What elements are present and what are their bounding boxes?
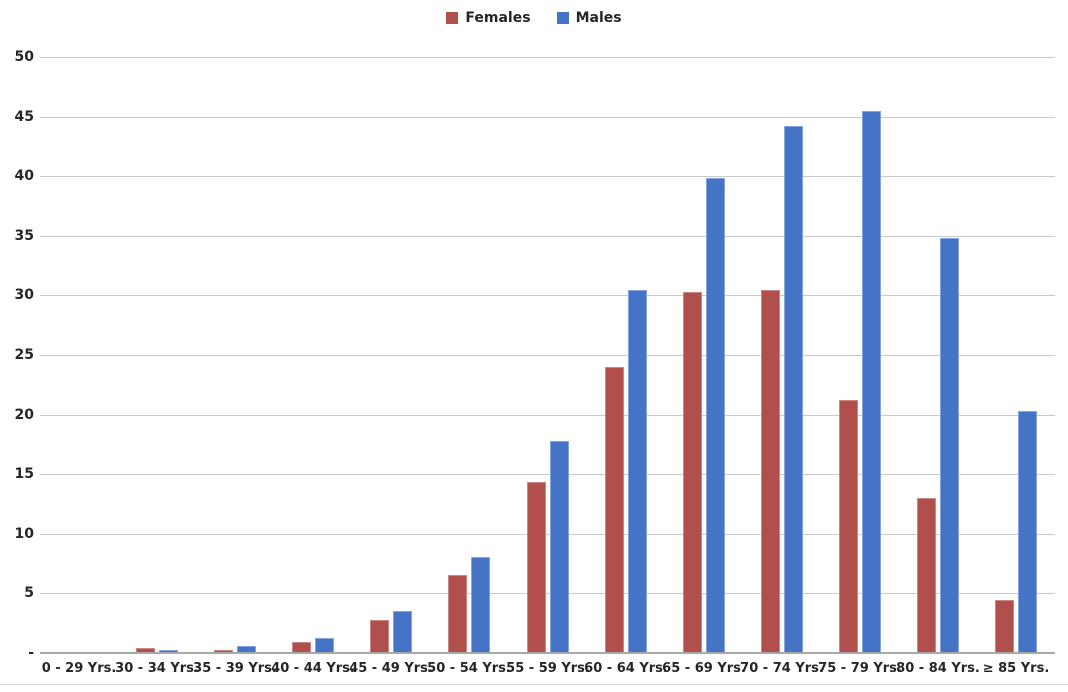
gridline-35	[40, 236, 1055, 237]
y-tick-label-40: 40	[14, 168, 34, 184]
bar-females-3	[214, 650, 233, 652]
bar-females-11	[839, 400, 858, 652]
gridline-30	[40, 295, 1055, 296]
y-tick-label-30: 30	[14, 287, 34, 303]
bar-males-6	[471, 557, 490, 652]
x-axis-label-10: 70 - 74 Yrs.	[740, 661, 824, 676]
legend-label-females: Females	[465, 10, 531, 26]
bar-females-2	[136, 648, 155, 652]
bar-males-13	[1018, 411, 1037, 652]
y-tick-label-5: 5	[24, 585, 34, 601]
y-tick-label-50: 50	[14, 49, 34, 65]
x-axis-label-9: 65 - 69 Yrs.	[662, 661, 746, 676]
bar-males-10	[784, 126, 803, 652]
legend-label-males: Males	[575, 10, 622, 26]
gridline-20	[40, 415, 1055, 416]
x-axis-label-6: 50 - 54 Yrs.	[427, 661, 511, 676]
bar-females-7	[527, 482, 546, 652]
legend-item-females: Females	[446, 10, 531, 26]
gridline-50	[40, 57, 1055, 58]
bar-females-12	[917, 498, 936, 652]
y-tick-label-15: 15	[14, 466, 34, 482]
x-axis-label-7: 55 - 59 Yrs.	[506, 661, 590, 676]
gridline-5	[40, 593, 1055, 594]
legend-item-males: Males	[556, 10, 622, 26]
females-swatch-icon	[446, 12, 459, 24]
bar-males-12	[940, 238, 959, 652]
bar-males-2	[159, 650, 178, 652]
bar-females-9	[683, 292, 702, 652]
gridline-15	[40, 474, 1055, 475]
y-tick-label-35: 35	[14, 228, 34, 244]
bar-females-5	[370, 620, 389, 652]
x-axis-line	[40, 652, 1055, 654]
gridline-40	[40, 176, 1055, 177]
males-swatch-icon	[556, 12, 569, 24]
bar-males-11	[862, 111, 881, 652]
y-tick-label-0: -	[28, 645, 34, 661]
x-axis-label-2: 30 - 34 Yrs.	[115, 661, 199, 676]
bar-females-13	[995, 600, 1014, 652]
y-tick-label-10: 10	[14, 526, 34, 542]
chart-border-bottom	[0, 684, 1068, 685]
x-axis-label-1: 0 - 29 Yrs.	[41, 661, 117, 676]
y-tick-label-45: 45	[14, 109, 34, 125]
bar-males-4	[315, 638, 334, 652]
x-axis-label-5: 45 - 49 Yrs.	[349, 661, 433, 676]
gridline-10	[40, 534, 1055, 535]
bar-males-8	[628, 290, 647, 652]
x-axis-label-3: 35 - 39 Yrs.	[193, 661, 277, 676]
bar-males-5	[393, 611, 412, 652]
legend: Females Males	[0, 10, 1068, 26]
bar-females-4	[292, 642, 311, 652]
gridline-45	[40, 117, 1055, 118]
x-axis-label-13: ≥ 85 Yrs.	[982, 661, 1050, 676]
y-tick-label-25: 25	[14, 347, 34, 363]
x-axis-label-8: 60 - 64 Yrs.	[584, 661, 668, 676]
gridline-25	[40, 355, 1055, 356]
bar-males-7	[550, 441, 569, 652]
y-tick-label-20: 20	[14, 407, 34, 423]
bar-males-3	[237, 646, 256, 652]
x-axis-label-4: 40 - 44 Yrs.	[271, 661, 355, 676]
bar-females-10	[761, 290, 780, 652]
bar-females-8	[605, 367, 624, 652]
bar-females-6	[448, 575, 467, 652]
x-axis-label-11: 75 - 79 Yrs.	[818, 661, 902, 676]
bar-males-9	[706, 178, 725, 652]
x-axis-label-12: 80 - 84 Yrs.	[896, 661, 980, 676]
